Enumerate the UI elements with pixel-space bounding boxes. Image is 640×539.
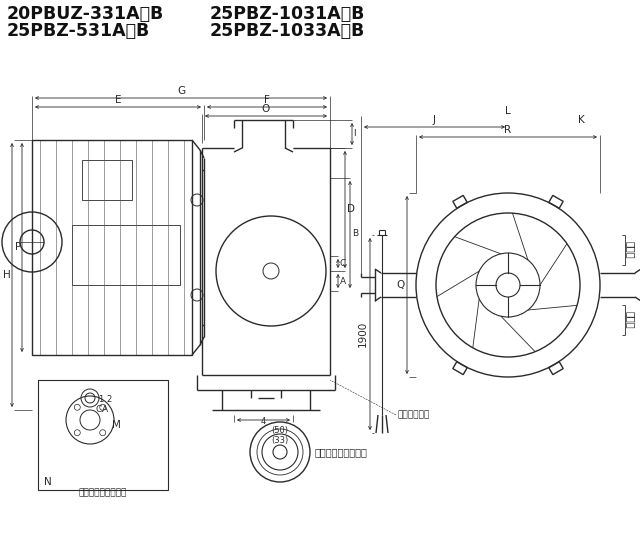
Bar xyxy=(82,160,132,200)
Text: G: G xyxy=(177,86,185,96)
Text: 1: 1 xyxy=(98,396,103,404)
Text: E: E xyxy=(115,95,121,105)
Text: J: J xyxy=(433,115,436,125)
Text: 25PBZ-1031A・B: 25PBZ-1031A・B xyxy=(210,5,365,23)
Text: ユニオン接続タイプ: ユニオン接続タイプ xyxy=(315,447,368,457)
Text: (33): (33) xyxy=(271,436,289,445)
Text: P: P xyxy=(15,242,21,252)
Text: H: H xyxy=(3,270,11,280)
Text: 25PBZ-531A・B: 25PBZ-531A・B xyxy=(7,22,150,40)
Text: M: M xyxy=(112,420,121,430)
Text: O: O xyxy=(262,104,270,114)
Bar xyxy=(72,225,180,285)
Text: B: B xyxy=(352,230,358,238)
Text: 4: 4 xyxy=(260,417,266,426)
Text: K: K xyxy=(578,115,585,125)
Text: A: A xyxy=(102,405,108,414)
Text: Q: Q xyxy=(397,280,405,290)
Text: フランジ接続タイプ: フランジ接続タイプ xyxy=(79,488,127,497)
Text: C: C xyxy=(340,259,346,267)
Text: 吸込側: 吸込側 xyxy=(625,241,635,259)
Bar xyxy=(32,140,192,355)
Text: D: D xyxy=(347,204,355,214)
Text: 2: 2 xyxy=(106,396,111,404)
Text: 25PBZ-1033A・B: 25PBZ-1033A・B xyxy=(210,22,365,40)
Text: N: N xyxy=(44,477,52,487)
Text: C: C xyxy=(95,405,101,414)
Text: F: F xyxy=(264,95,270,105)
Text: 1900: 1900 xyxy=(358,321,368,347)
Text: 吐出側: 吐出側 xyxy=(625,311,635,329)
Text: R: R xyxy=(504,125,511,135)
Text: 20PBUZ-331A・B: 20PBUZ-331A・B xyxy=(7,5,164,23)
Text: (50): (50) xyxy=(271,425,289,434)
Text: ドレンプラグ: ドレンプラグ xyxy=(398,411,430,419)
Text: L: L xyxy=(505,106,511,116)
Text: I: I xyxy=(353,129,356,139)
Text: A: A xyxy=(340,277,346,286)
Bar xyxy=(38,380,168,490)
